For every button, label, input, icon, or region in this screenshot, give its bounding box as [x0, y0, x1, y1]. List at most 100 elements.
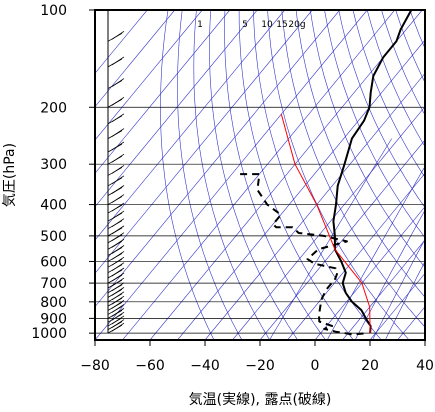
wind-barb — [111, 322, 125, 332]
dry-adiabat-line — [224, 10, 326, 340]
wind-barbs — [107, 0, 125, 334]
dry-adiabat-line — [238, 10, 354, 340]
mixing-ratio-line — [269, 138, 392, 340]
wind-barb — [111, 232, 125, 242]
mixing-ratio-label: 15 — [276, 20, 287, 30]
dry-adiabat-line — [381, 10, 425, 116]
wind-barb — [111, 113, 125, 123]
wind-barb — [111, 194, 125, 203]
dry-adiabat-line — [352, 10, 425, 178]
wind-barb — [111, 153, 125, 163]
series-line-3 — [280, 113, 371, 334]
plot-frame — [94, 9, 426, 341]
wind-barb — [111, 315, 125, 325]
wind-barb — [111, 218, 125, 228]
wind-barb — [111, 319, 125, 328]
y-tick-label: 1000 — [31, 326, 67, 342]
y-tick-label: 400 — [40, 198, 67, 214]
series-line-1 — [332, 10, 413, 334]
wind-barb — [111, 300, 125, 309]
isotherm-line — [259, 139, 425, 340]
dry-adiabat-line — [177, 10, 243, 340]
wind-barb — [111, 282, 125, 292]
y-axis-title: 気圧(hPa) — [2, 143, 18, 207]
wind-barb — [111, 238, 125, 248]
x-tick-label: 20 — [361, 358, 379, 374]
isotherm-line — [314, 206, 425, 340]
wind-barb — [111, 78, 125, 87]
wind-barb — [108, 10, 109, 11]
wind-barb — [111, 277, 125, 287]
isotherm-line — [95, 10, 175, 108]
x-tick-label: 40 — [416, 358, 434, 374]
y-tick-label: 200 — [40, 100, 67, 116]
x-tick-label: −20 — [245, 358, 275, 374]
isotherm-line — [232, 106, 425, 340]
isotherm-line — [369, 272, 425, 340]
series-layer — [240, 10, 413, 336]
dry-adiabat-line — [267, 10, 410, 340]
dry-adiabat-line — [193, 10, 271, 340]
wind-barb — [111, 308, 125, 317]
dry-adiabat-line — [409, 10, 425, 50]
isotherm-line — [95, 10, 148, 74]
dry-adiabat-line — [295, 10, 425, 298]
mixing-ratio-label: 5 — [242, 20, 248, 30]
x-axis-title: 気温(実線), 露点(破線) — [189, 392, 332, 408]
y-tick-label: 100 — [40, 3, 67, 19]
guide-lines — [95, 10, 425, 340]
isotherm-line — [287, 172, 425, 340]
isotherm-line — [149, 10, 423, 340]
mixing-ratio-line — [354, 209, 425, 340]
mixing-ratio-labels: 1 5 10 15 20g — [197, 20, 305, 30]
dry-adiabat-line — [338, 10, 425, 209]
dry-adiabat-line — [395, 10, 425, 84]
wind-barb — [111, 30, 125, 40]
isotherm-line — [95, 10, 285, 241]
dry-adiabat-line — [324, 10, 425, 239]
grid-lines — [95, 9, 425, 334]
wind-barb — [111, 96, 125, 106]
isotherm-line — [424, 339, 425, 340]
wind-barb — [111, 141, 125, 151]
x-tick-label: 0 — [311, 358, 320, 374]
mixing-ratio-label: 10 — [261, 20, 273, 30]
wind-barb — [111, 256, 125, 266]
wind-barb — [111, 165, 125, 174]
series-line-2 — [240, 173, 368, 336]
isotherm-line — [177, 39, 425, 340]
wind-barb — [112, 0, 124, 8]
wind-barb — [111, 251, 125, 260]
wind-barb — [111, 291, 125, 301]
wind-barb — [111, 287, 125, 296]
y-tick-label: 900 — [40, 311, 67, 327]
mixing-ratio-line — [372, 238, 425, 340]
dry-adiabat-line — [310, 10, 425, 268]
y-tick-label: 300 — [40, 157, 67, 173]
isotherm-line — [95, 10, 313, 274]
wind-barb — [111, 128, 125, 137]
wind-barb — [111, 272, 125, 282]
isotherm-line — [342, 239, 425, 340]
isotherm-line — [95, 10, 368, 340]
dry-adiabat-line — [253, 10, 382, 340]
y-tick-label: 800 — [40, 295, 67, 311]
mixing-ratio-label: 20g — [288, 20, 305, 30]
mixing-ratio-line — [384, 260, 425, 340]
wind-barb — [111, 185, 125, 194]
y-tick-label: 700 — [40, 276, 67, 292]
wind-barb — [111, 56, 125, 66]
mixing-ratio-label: 1 — [197, 20, 203, 30]
dry-adiabat-line — [281, 10, 425, 328]
dry-adiabat-line — [366, 10, 425, 148]
x-tick-label: −60 — [135, 358, 165, 374]
x-tick-label: −80 — [80, 358, 110, 374]
y-tick-label: 600 — [40, 254, 67, 270]
wind-barb — [111, 202, 125, 212]
y-tick-label: 500 — [40, 229, 67, 245]
x-tick-label: −40 — [190, 358, 220, 374]
wind-barb — [111, 245, 125, 254]
wind-barb — [111, 311, 125, 321]
